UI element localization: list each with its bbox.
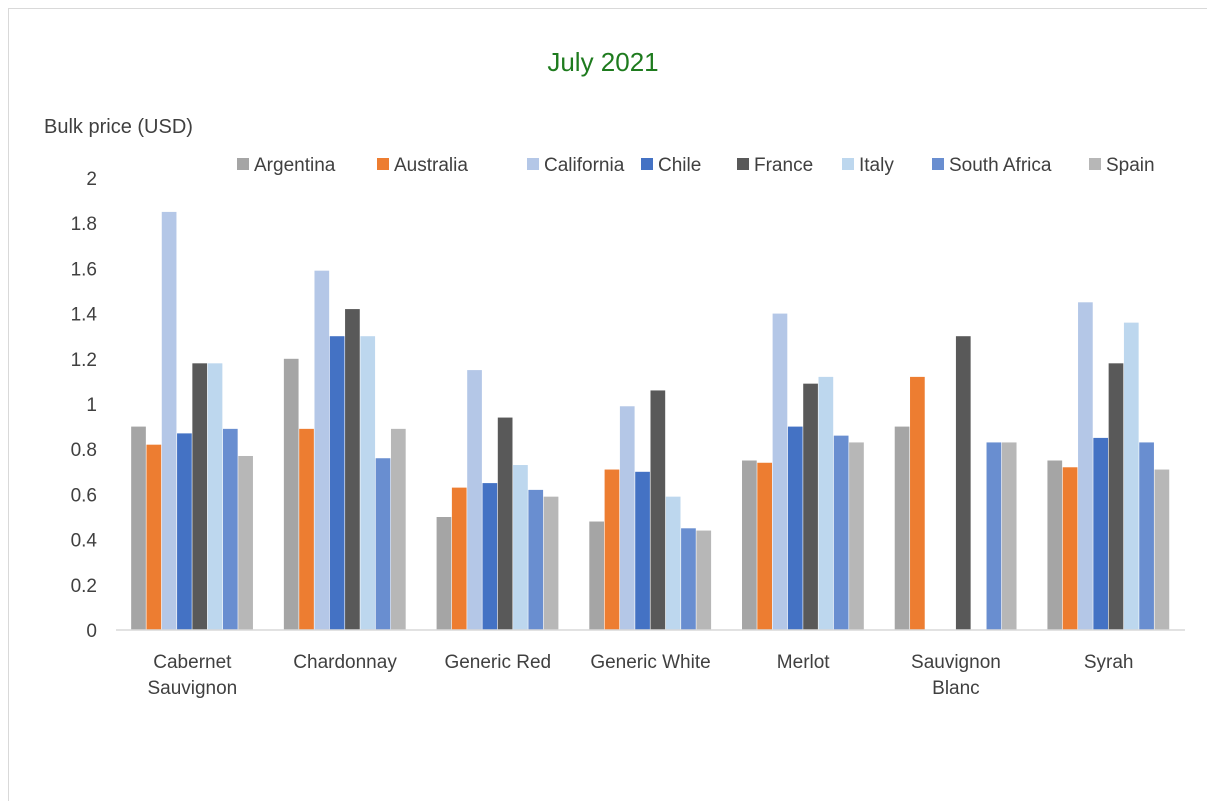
bar-spain xyxy=(849,442,864,630)
category-label: Sauvignon xyxy=(147,678,237,699)
y-tick-label: 2 xyxy=(86,169,97,190)
bar-spain xyxy=(390,428,406,630)
bar-argentina xyxy=(1047,460,1063,630)
bar-chile xyxy=(177,433,192,630)
bar-spain xyxy=(696,530,712,630)
y-tick-label: 0.4 xyxy=(71,531,98,552)
bar-argentina xyxy=(589,521,604,630)
bar-france xyxy=(650,390,666,630)
category-label: Blanc xyxy=(932,678,980,699)
bar-chile xyxy=(329,336,345,630)
bar-spain xyxy=(238,455,253,630)
category-label: Syrah xyxy=(1084,652,1134,673)
legend-label: California xyxy=(544,155,625,176)
bar-california xyxy=(619,406,635,630)
bar-france xyxy=(1108,363,1124,630)
legend-label: Spain xyxy=(1106,155,1155,176)
legend-label: Italy xyxy=(859,155,894,176)
category-labels: Cabernet Sauvignon Chardonnay Generic Red Ge… xyxy=(147,652,1133,699)
bar-chile xyxy=(482,483,498,630)
bar-california xyxy=(1078,302,1093,630)
bar-south-africa xyxy=(375,458,391,630)
legend-label: Chile xyxy=(658,155,701,176)
bar-california xyxy=(467,370,482,630)
bar-australia xyxy=(604,469,620,630)
bar-france xyxy=(192,363,208,630)
legend-swatch-australia xyxy=(377,158,389,170)
bar-spain xyxy=(1154,469,1170,630)
y-tick-label: 1.4 xyxy=(71,305,98,326)
bar-argentina xyxy=(436,517,452,630)
bar-italy xyxy=(207,363,223,630)
y-tick-label: 1 xyxy=(86,395,97,416)
y-tick-label: 1.2 xyxy=(71,350,97,371)
legend-label: France xyxy=(754,155,813,176)
legend-label: South Africa xyxy=(949,155,1052,176)
bar-france xyxy=(955,336,971,630)
bar-south-africa xyxy=(222,428,238,630)
bar-italy xyxy=(1123,322,1139,630)
bar-australia xyxy=(910,376,925,630)
bar-argentina xyxy=(131,426,146,630)
bar-spain xyxy=(1001,442,1017,630)
legend-swatch-south-africa xyxy=(932,158,944,170)
category-label: Sauvignon xyxy=(911,652,1001,673)
bar-australia xyxy=(146,444,162,630)
bar-south-africa xyxy=(833,435,849,630)
bar-australia xyxy=(757,462,773,630)
y-tick-label: 1.8 xyxy=(71,214,97,235)
y-tick-label: 0.2 xyxy=(71,576,97,597)
bar-italy xyxy=(513,465,528,630)
bar-argentina xyxy=(283,358,299,630)
bar-chile xyxy=(635,471,650,630)
bar-california xyxy=(772,313,788,630)
y-tick-label: 0.6 xyxy=(71,485,97,506)
legend-label: Australia xyxy=(394,155,468,176)
bar-south-africa xyxy=(1139,442,1154,630)
chart-frame xyxy=(8,8,1207,801)
bar-california xyxy=(161,211,177,630)
y-tick-label: 0.8 xyxy=(71,440,97,461)
category-label: Chardonnay xyxy=(293,652,397,673)
category-label: Generic White xyxy=(590,652,710,673)
bar-south-africa xyxy=(986,442,1002,630)
bar-chile xyxy=(787,426,803,630)
y-axis-label: Bulk price (USD) xyxy=(44,116,193,138)
bar-france xyxy=(497,417,513,630)
bars xyxy=(131,211,1170,630)
bar-australia xyxy=(1062,467,1078,630)
bar-australia xyxy=(451,487,467,630)
bar-california xyxy=(314,270,330,630)
bar-france xyxy=(803,383,818,630)
legend-swatch-france xyxy=(737,158,749,170)
bar-argentina xyxy=(894,426,910,630)
chart-title: July 2021 xyxy=(547,47,658,77)
category-label: Cabernet xyxy=(153,652,232,673)
category-label: Generic Red xyxy=(444,652,551,673)
bar-south-africa xyxy=(681,528,696,630)
legend-swatch-california xyxy=(527,158,539,170)
legend: Argentina Australia California Chile France I… xyxy=(237,155,1155,176)
y-axis-ticks: 0 0.2 0.4 0.6 0.8 1 1.2 1.4 1.6 1.8 2 xyxy=(71,169,98,642)
bar-italy xyxy=(665,496,681,630)
bar-south-africa xyxy=(528,489,544,630)
bar-spain xyxy=(543,496,559,630)
y-tick-label: 1.6 xyxy=(71,259,97,280)
legend-label: Argentina xyxy=(254,155,336,176)
bar-argentina xyxy=(742,460,757,630)
bar-italy xyxy=(360,336,376,630)
legend-swatch-argentina xyxy=(237,158,249,170)
bar-chile xyxy=(1093,437,1109,630)
legend-swatch-chile xyxy=(641,158,653,170)
y-tick-label: 0 xyxy=(86,621,97,642)
bar-italy xyxy=(818,376,834,630)
legend-swatch-spain xyxy=(1089,158,1101,170)
category-label: Merlot xyxy=(777,652,831,673)
bar-france xyxy=(345,309,360,630)
legend-swatch-italy xyxy=(842,158,854,170)
bar-australia xyxy=(299,428,314,630)
